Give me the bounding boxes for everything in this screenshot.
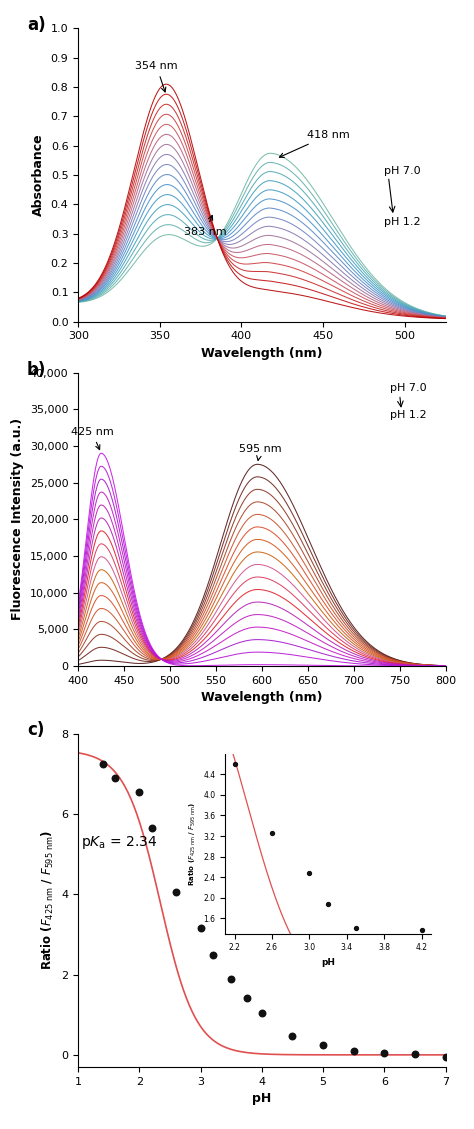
Point xyxy=(442,1048,449,1066)
Text: 354 nm: 354 nm xyxy=(135,61,178,91)
Y-axis label: Fluorescence Intensity (a.u.): Fluorescence Intensity (a.u.) xyxy=(11,418,24,621)
Text: c): c) xyxy=(27,720,44,738)
Text: 383 nm: 383 nm xyxy=(184,216,227,237)
Text: pH 1.2: pH 1.2 xyxy=(391,410,427,420)
Point xyxy=(111,769,118,787)
X-axis label: Wavelength (nm): Wavelength (nm) xyxy=(201,347,323,360)
Text: 418 nm: 418 nm xyxy=(280,130,349,157)
X-axis label: Wavelength (nm): Wavelength (nm) xyxy=(201,691,323,704)
Point xyxy=(136,784,143,802)
Point xyxy=(148,820,155,838)
Text: 425 nm: 425 nm xyxy=(71,427,113,449)
Text: pH 7.0: pH 7.0 xyxy=(391,383,427,393)
Point xyxy=(99,755,107,773)
Point xyxy=(381,1044,388,1062)
Point xyxy=(319,1035,327,1053)
Text: pH 7.0: pH 7.0 xyxy=(383,166,420,175)
Point xyxy=(228,971,235,989)
Text: p$\mathit{K}_{\mathrm{a}}$ = 2.34: p$\mathit{K}_{\mathrm{a}}$ = 2.34 xyxy=(81,834,158,851)
Point xyxy=(197,919,204,937)
Text: pH 1.2: pH 1.2 xyxy=(383,217,420,227)
Point xyxy=(243,989,250,1007)
Text: 595 nm: 595 nm xyxy=(239,444,282,461)
Point xyxy=(209,946,217,964)
Text: b): b) xyxy=(27,361,46,379)
Text: a): a) xyxy=(27,17,46,35)
Point xyxy=(258,1004,265,1022)
X-axis label: pH: pH xyxy=(252,1092,272,1105)
Y-axis label: Absorbance: Absorbance xyxy=(32,133,45,217)
Point xyxy=(289,1026,296,1044)
Point xyxy=(173,883,180,901)
Point xyxy=(350,1042,357,1060)
Point xyxy=(411,1045,419,1064)
Y-axis label: Ratio ($\mathit{F}_{425\ \mathrm{nm}}$ / $\mathit{F}_{595\ \mathrm{nm}}$): Ratio ($\mathit{F}_{425\ \mathrm{nm}}$ /… xyxy=(40,831,56,970)
